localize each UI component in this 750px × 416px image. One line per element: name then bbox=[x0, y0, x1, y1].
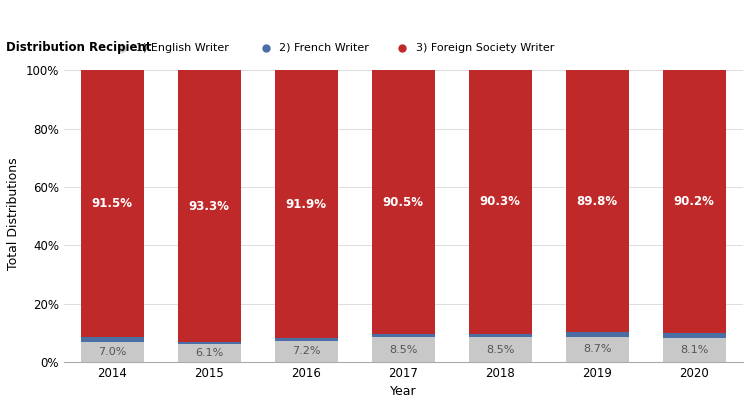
Text: 8.1%: 8.1% bbox=[680, 345, 708, 355]
Bar bbox=[662, 333, 725, 338]
Y-axis label: Total Distributions: Total Distributions bbox=[7, 157, 20, 270]
Bar bbox=[274, 338, 338, 341]
Bar bbox=[81, 337, 144, 342]
Text: 8.7%: 8.7% bbox=[583, 344, 611, 354]
Text: 91.9%: 91.9% bbox=[286, 198, 327, 211]
Bar bbox=[81, 70, 144, 337]
Bar bbox=[371, 334, 435, 337]
Bar bbox=[81, 342, 144, 362]
Bar bbox=[371, 337, 435, 362]
Bar bbox=[178, 70, 241, 342]
X-axis label: Year: Year bbox=[390, 385, 416, 399]
Bar bbox=[274, 341, 338, 362]
Text: 90.2%: 90.2% bbox=[674, 196, 715, 208]
Bar bbox=[566, 70, 628, 332]
Text: Distribution Recipient: Distribution Recipient bbox=[6, 41, 152, 54]
Text: 2) French Writer: 2) French Writer bbox=[279, 43, 369, 53]
Text: 91.5%: 91.5% bbox=[92, 197, 133, 210]
Text: 8.5%: 8.5% bbox=[389, 344, 417, 354]
Text: 90.3%: 90.3% bbox=[480, 196, 520, 208]
Bar bbox=[469, 70, 532, 334]
Bar bbox=[662, 70, 725, 333]
Bar bbox=[469, 337, 532, 362]
Text: 90.5%: 90.5% bbox=[382, 196, 424, 209]
Text: Digital Media: Distributions to SOCAN Writers by Language vs Foreign Society Wri: Digital Media: Distributions to SOCAN Wr… bbox=[6, 12, 544, 22]
Text: 8.5%: 8.5% bbox=[486, 344, 514, 354]
Text: 89.8%: 89.8% bbox=[577, 195, 617, 208]
Text: 7.2%: 7.2% bbox=[292, 347, 320, 357]
Bar bbox=[469, 334, 532, 337]
Text: 7.0%: 7.0% bbox=[98, 347, 127, 357]
Bar bbox=[566, 332, 628, 337]
Text: 6.1%: 6.1% bbox=[195, 348, 223, 358]
Bar bbox=[178, 342, 241, 344]
Bar bbox=[274, 70, 338, 338]
Text: 3) Foreign Society Writer: 3) Foreign Society Writer bbox=[416, 43, 554, 53]
Bar bbox=[178, 344, 241, 362]
Bar bbox=[566, 337, 628, 362]
Bar bbox=[662, 338, 725, 362]
Text: 93.3%: 93.3% bbox=[189, 200, 230, 213]
Text: 1) English Writer: 1) English Writer bbox=[136, 43, 229, 53]
Bar bbox=[371, 70, 435, 334]
